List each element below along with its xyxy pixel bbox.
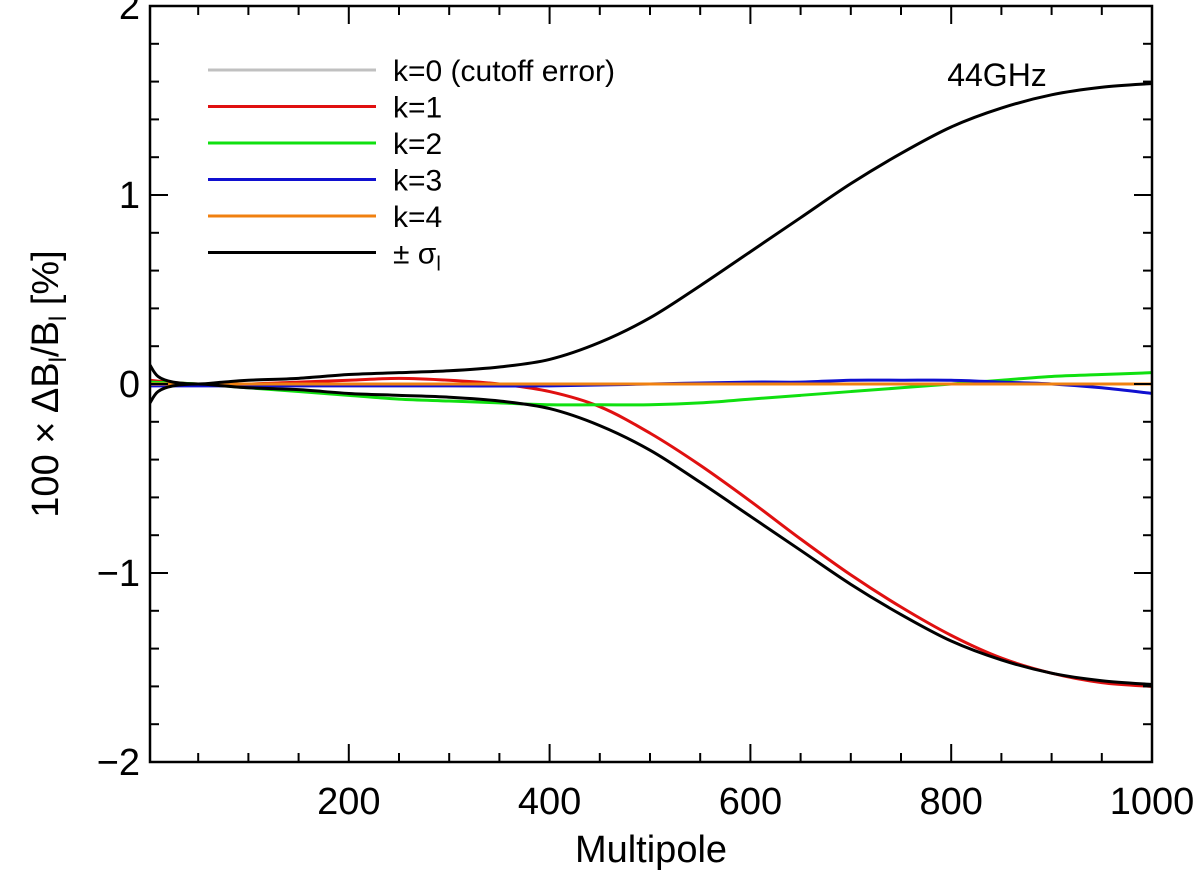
y-axis-title-suffix: [%] <box>25 250 67 315</box>
y-axis-title-sub2: l <box>45 316 72 321</box>
x-tick-label: 200 <box>317 781 380 823</box>
legend-label: k=3 <box>393 165 442 198</box>
legend-label: ± σl <box>393 238 441 276</box>
y-tick-label: 1 <box>119 175 140 217</box>
y-tick-label: −2 <box>97 742 140 784</box>
x-tick-label: 600 <box>719 781 782 823</box>
y-tick-label: −1 <box>97 553 140 595</box>
y-tick-label: 0 <box>119 364 140 406</box>
series-line-plus-sigma <box>150 81 1152 386</box>
y-axis-title-prefix: 100 × ΔB <box>25 362 67 517</box>
y-axis-title-sub1: l <box>45 357 72 362</box>
legend: k=0 (cutoff error) k=1k=2 k=3k=4 ± σl <box>208 55 615 276</box>
x-tick-label: 1000 <box>1110 781 1195 823</box>
y-axis-title: 100 × ΔBl/Bl [%] <box>25 250 72 517</box>
x-tick-label: 400 <box>518 781 581 823</box>
legend-label: k=1 <box>393 92 442 125</box>
legend-label: k=4 <box>393 201 442 234</box>
series-layer <box>150 81 1152 688</box>
x-tick-label: 800 <box>919 781 982 823</box>
x-axis-title: Multipole <box>575 829 727 871</box>
y-tick-label: 2 <box>119 0 140 28</box>
frequency-annotation: 44GHz <box>947 57 1047 93</box>
y-axis-title-mid: /B <box>25 321 67 357</box>
legend-label: k=2 <box>393 128 442 161</box>
series-line-minus-sigma <box>150 382 1152 687</box>
ticks-layer: 200 400 600 800 1000 −2 −1 0 1 2 <box>97 0 1195 823</box>
legend-label: k=0 (cutoff error) <box>393 55 615 88</box>
